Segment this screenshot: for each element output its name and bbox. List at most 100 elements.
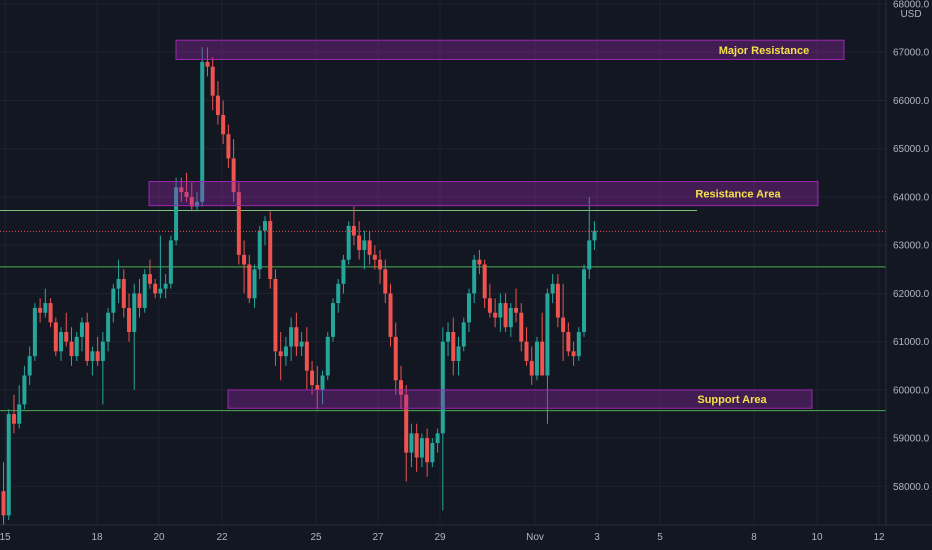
candle-up: [158, 235, 163, 299]
candle-down: [268, 211, 273, 289]
candle-down: [514, 288, 519, 323]
zone-label: Resistance Area: [695, 189, 781, 201]
candle-down: [404, 385, 409, 482]
candle-down: [519, 303, 524, 352]
candle-down: [147, 259, 152, 289]
candle-down: [95, 336, 100, 366]
candle-up: [90, 346, 95, 376]
time-tick-label: 10: [811, 532, 823, 543]
price-tick-label: 63000.0: [893, 241, 930, 252]
price-tick-label: 67000.0: [893, 48, 930, 59]
candle-up: [587, 196, 592, 279]
candle-down: [393, 322, 398, 395]
time-tick-label: 29: [434, 532, 446, 543]
candle-down: [1, 462, 6, 525]
price-tick-label: 60000.0: [893, 385, 930, 396]
candle-up: [252, 264, 257, 308]
candle-down: [561, 283, 566, 361]
candle-down: [153, 278, 158, 299]
candle-up: [362, 230, 367, 270]
candle-up: [576, 327, 581, 361]
candle-up: [200, 47, 205, 207]
candle-up: [320, 370, 325, 405]
candle-up: [32, 303, 37, 361]
time-tick-label: Nov: [526, 532, 544, 543]
candle-down: [383, 259, 388, 304]
candle-up: [163, 274, 168, 299]
candle-up: [100, 332, 105, 405]
candle-up: [6, 409, 11, 521]
candle-down: [304, 327, 309, 390]
time-tick-label: 12: [873, 532, 885, 543]
candle-up: [440, 327, 445, 511]
candle-up: [111, 283, 116, 323]
candle-up: [299, 332, 304, 357]
candle-up: [59, 327, 64, 361]
last-price-line: 63287.2: [0, 223, 932, 240]
candle-up: [168, 235, 173, 289]
candle-down: [85, 312, 90, 366]
candle-down: [477, 250, 482, 275]
candle-down: [64, 312, 69, 347]
candle-down: [357, 221, 362, 260]
candle-down: [315, 365, 320, 410]
candle-up: [330, 298, 335, 342]
candle-up: [435, 428, 440, 453]
candle-down: [53, 317, 58, 357]
candle-down: [273, 269, 278, 366]
candle-up: [409, 423, 414, 468]
candle-down: [310, 360, 315, 395]
candle-up: [116, 259, 121, 304]
candle-up: [472, 254, 477, 304]
candle-down: [414, 423, 419, 472]
candle-down: [540, 312, 545, 376]
candle-down: [378, 250, 383, 284]
time-tick-label: 25: [310, 532, 322, 543]
candle-down: [121, 269, 126, 318]
candle-up: [592, 221, 597, 251]
candle-down: [503, 293, 508, 333]
candle-up: [419, 433, 424, 468]
time-axis[interactable]: 15 18 20 22 25 27 29 Nov 3 5 8 10 12: [0, 524, 932, 550]
chart-grid: [0, 0, 886, 525]
candle-up: [142, 269, 147, 313]
candle-down: [487, 283, 492, 318]
candle-up: [74, 332, 79, 361]
candle-down: [425, 428, 430, 477]
candle-down: [482, 259, 487, 308]
currency-text: USD: [900, 9, 921, 20]
price-axis[interactable]: 58000.0 59000.0 60000.0 61000.0 62000.0 63000…: [885, 0, 932, 550]
candle-up: [430, 438, 435, 468]
candle-up: [174, 177, 179, 246]
price-tick-label: 62000.0: [893, 289, 930, 300]
candle-down: [226, 124, 231, 169]
candle-up: [341, 254, 346, 294]
candle-down: [555, 274, 560, 328]
candle-down: [524, 327, 529, 366]
candle-up: [545, 288, 550, 424]
candle-down: [38, 298, 43, 323]
price-axis-bg: [886, 0, 932, 550]
price-tick-label: 65000.0: [893, 144, 930, 155]
price-tick-label: 58000.0: [893, 482, 930, 493]
candle-down: [451, 317, 456, 376]
candle-down: [236, 182, 241, 265]
candle-up: [534, 336, 539, 381]
candle-up: [336, 278, 341, 313]
candle-up: [17, 385, 22, 429]
zone-support-area[interactable]: Support Area: [227, 389, 813, 409]
candle-down: [210, 57, 215, 111]
candle-down: [215, 81, 220, 125]
candle-down: [294, 312, 299, 357]
candle-down: [137, 278, 142, 318]
time-axis-bg: [0, 525, 932, 550]
candle-up: [461, 317, 466, 352]
candle-up: [257, 225, 262, 279]
candle-up: [498, 293, 503, 333]
candle-down: [571, 341, 576, 366]
zone-resistance-area[interactable]: Resistance Area: [148, 181, 819, 207]
candle-up: [582, 264, 587, 337]
zone-major-resistance[interactable]: Major Resistance: [175, 39, 845, 60]
candle-up: [466, 288, 471, 333]
